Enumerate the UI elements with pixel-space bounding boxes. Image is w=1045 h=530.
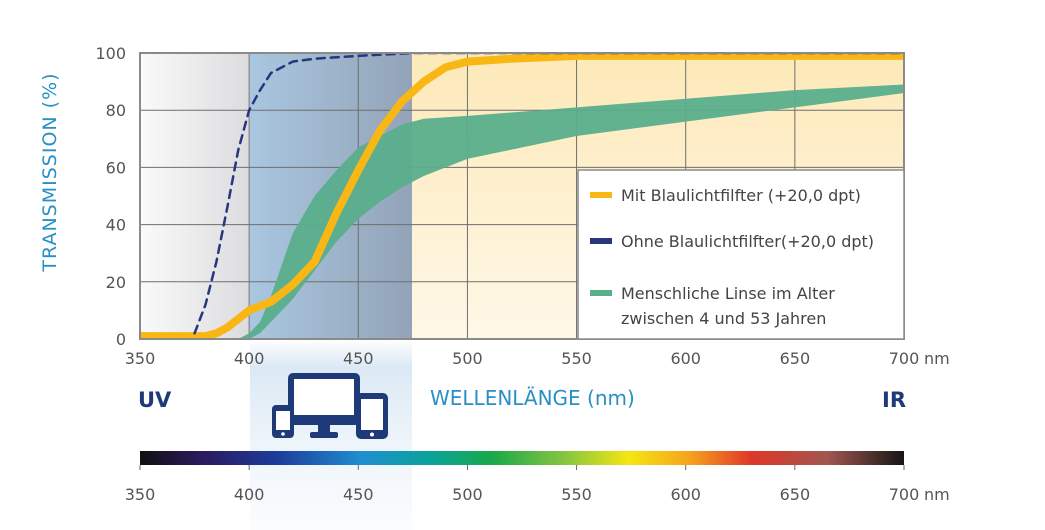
x-tick-label: 350 [125,349,156,368]
legend-label: zwischen 4 und 53 Jahren [621,309,826,328]
y-tick-label: 80 [106,101,126,120]
spectrum-tick-label: 700 [889,485,920,504]
y-tick-label: 20 [106,273,126,292]
y-tick-label: 0 [116,330,126,349]
spectrum-tick-label: 350 [125,485,156,504]
y-axis-label: TRANSMISSION (%) [39,72,61,272]
uv-region-background [140,53,250,339]
spectrum-tick-labels: 350 400 450 500 550 600 650 700 nm [125,465,950,504]
x-tick-label: 450 [343,349,374,368]
series-band-lens [227,84,904,339]
uv-label: UV [138,388,172,412]
y-tick-label: 40 [106,216,126,235]
legend-label: Mit Blaulichtfilfter (+20,0 dpt) [621,186,861,205]
y-tick-label: 100 [95,44,126,63]
legend: Mit Blaulichtfilfter (+20,0 dpt) Ohne Bla… [577,169,905,340]
y-tick-labels: 0 20 40 60 80 100 [95,44,126,349]
spectrum-tick-label: 550 [561,485,592,504]
x-tick-label: 550 [561,349,592,368]
y-tick-label: 60 [106,158,126,177]
spectrum-tick-label: 400 [234,485,265,504]
x-unit-label: nm [924,349,950,368]
x-tick-label: 400 [234,349,265,368]
legend-label: Ohne Blaulichtfilfter(+20,0 dpt) [621,232,874,251]
x-tick-label: 650 [780,349,811,368]
series-line-with-filter [140,53,904,339]
x-axis-label: WELLENLÄNGE (nm) [430,386,635,410]
x-tick-label: 500 [452,349,483,368]
spectrum-tick-label: 450 [343,485,374,504]
devices-icon [272,373,388,439]
spectrum-tick-label: 650 [780,485,811,504]
spectrum-unit-label: nm [924,485,950,504]
series-layer [140,53,904,339]
series-line-without-filter [193,53,904,335]
legend-label: Menschliche Linse im Alter [621,284,835,303]
x-tick-label: 600 [670,349,701,368]
spectrum-tick-label: 500 [452,485,483,504]
x-tick-label: 700 [889,349,920,368]
visible-spectrum-bar [140,451,904,465]
ir-label: IR [882,388,906,412]
spectrum-tick-label: 600 [670,485,701,504]
legend-box [577,169,905,340]
x-tick-labels: 350 400 450 500 550 600 650 700 nm [125,349,950,368]
